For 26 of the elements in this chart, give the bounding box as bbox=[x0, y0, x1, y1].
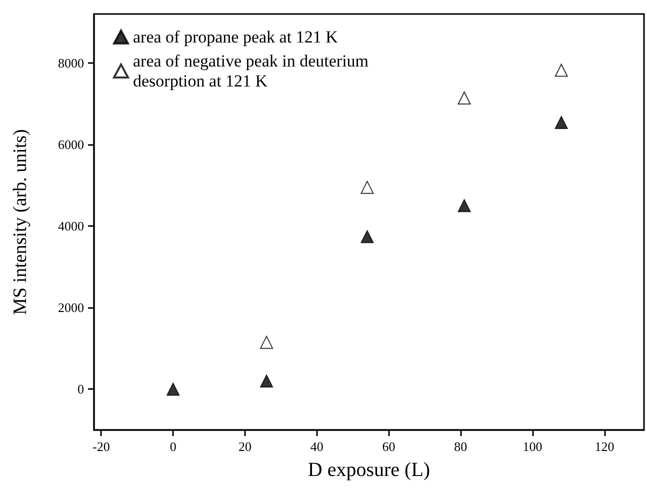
y-axis-title: MS intensity (arb. units) bbox=[10, 129, 31, 315]
x-tick-label: 40 bbox=[310, 439, 324, 454]
x-tick-label: 100 bbox=[522, 439, 542, 454]
y-tick-label: 2000 bbox=[58, 300, 84, 316]
y-tick-label: 0 bbox=[78, 382, 84, 397]
legend-label: area of negative peak in deuterium desorption at 121 K bbox=[133, 52, 373, 90]
y-tick-label: 8000 bbox=[58, 55, 84, 70]
point bbox=[554, 116, 568, 129]
x-tick-label: 60 bbox=[382, 439, 396, 454]
x-tick-label: 0 bbox=[170, 439, 176, 454]
point bbox=[166, 382, 180, 396]
y-tick-label: 4000 bbox=[58, 218, 84, 234]
x-axis-title: D exposure (L) bbox=[308, 459, 430, 481]
point bbox=[260, 374, 274, 388]
point bbox=[458, 92, 471, 105]
point bbox=[554, 64, 568, 77]
point bbox=[458, 199, 471, 212]
point bbox=[260, 336, 274, 349]
point bbox=[360, 230, 374, 244]
y-tick-label: 6000 bbox=[58, 137, 84, 152]
x-tick-label: -20 bbox=[92, 439, 110, 454]
x-tick-label: 80 bbox=[454, 439, 468, 454]
legend-label: area of propane peak at 121 K bbox=[133, 28, 339, 46]
x-tick-label: 120 bbox=[594, 439, 614, 454]
point bbox=[360, 180, 374, 194]
x-tick-label: 20 bbox=[238, 439, 252, 454]
